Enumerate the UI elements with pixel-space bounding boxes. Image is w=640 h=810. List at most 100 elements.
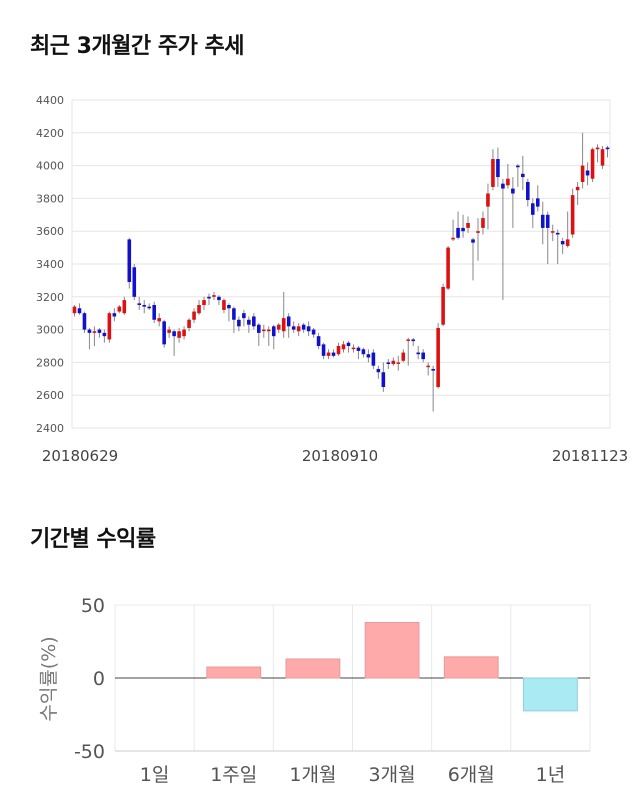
price-candle-body — [530, 203, 535, 215]
price-candle-body — [516, 165, 520, 168]
price-candle-body — [406, 339, 411, 341]
price-candle-body — [207, 296, 211, 299]
price-candle-body — [401, 352, 406, 361]
return-category-label: 6개월 — [448, 764, 495, 786]
candlestick-chart: 2400 2600 2800 3000 3200 3400 3600 3800 4000 4200… — [36, 94, 628, 465]
price-candle-body — [301, 324, 306, 330]
price-candle-body — [132, 267, 137, 297]
price-candle-body — [112, 313, 117, 317]
price-candle-body — [202, 300, 206, 305]
price-candle-body — [376, 368, 381, 373]
price-candle-body — [550, 231, 555, 233]
price-y-tick-label: 3800 — [36, 192, 64, 205]
price-candle-body — [77, 308, 82, 314]
price-candle-body — [471, 239, 475, 243]
price-candle-body — [182, 329, 186, 337]
price-candle-body — [356, 347, 361, 351]
price-candle-body — [316, 336, 321, 346]
price-y-tick-label: 4400 — [36, 94, 64, 107]
price-candle-body — [595, 147, 600, 150]
return-category-label: 1년 — [536, 764, 566, 786]
price-candle-body — [366, 354, 371, 358]
price-candles — [72, 132, 610, 412]
price-grid — [71, 99, 611, 429]
price-candle-body — [276, 324, 281, 330]
price-candle-body — [286, 316, 291, 327]
price-candle-body — [501, 183, 505, 189]
price-candle-body — [127, 239, 132, 283]
price-candle-body — [590, 149, 595, 179]
price-candle-body — [526, 182, 530, 201]
price-x-ticks: 20180629 20180910 20181123 — [42, 447, 628, 465]
price-y-tick-label: 3600 — [36, 225, 64, 238]
price-candle-body — [540, 214, 545, 228]
price-candle-body — [600, 149, 605, 166]
price-candle-body — [486, 193, 490, 207]
price-candle-body — [291, 326, 296, 330]
price-candle-body — [446, 247, 450, 289]
price-candle-body — [177, 331, 181, 338]
price-candle-body — [162, 321, 166, 345]
price-candle-body — [575, 186, 580, 191]
price-candle-body — [555, 232, 560, 235]
price-candle-body — [416, 352, 421, 355]
price-candle-body — [371, 352, 376, 366]
price-candle-body — [117, 306, 122, 312]
price-candle-body — [585, 170, 590, 176]
price-candle-body — [511, 188, 515, 194]
price-candle-body — [271, 326, 276, 337]
price-candle-body — [296, 326, 301, 332]
price-candle-body — [261, 329, 266, 332]
price-candle-body — [476, 231, 480, 233]
price-candle-body — [137, 303, 142, 305]
return-y-tick-label: -50 — [74, 741, 105, 763]
return-bar — [443, 656, 499, 679]
price-candle-body — [311, 329, 316, 335]
price-x-tick-label: 20180629 — [42, 447, 118, 465]
price-candle-body — [560, 241, 565, 245]
price-candle-body — [421, 352, 425, 360]
return-bars — [206, 622, 578, 712]
price-candle-body — [167, 329, 171, 333]
return-category-label: 1일 — [140, 764, 170, 786]
return-bar — [364, 622, 420, 679]
return-bar — [206, 666, 262, 679]
price-candle-body — [212, 295, 216, 297]
price-candle-body — [266, 329, 271, 332]
price-candle-body — [535, 198, 540, 207]
price-x-tick-label: 20181123 — [552, 447, 628, 465]
price-candle-body — [252, 316, 256, 327]
price-candle-body — [506, 178, 510, 186]
price-y-tick-label: 2800 — [36, 356, 64, 369]
price-trend-title: 최근 3개월간 주가 추세 — [30, 34, 244, 59]
price-candle-body — [242, 313, 246, 319]
price-candle-body — [436, 327, 440, 387]
return-bar — [523, 677, 578, 712]
price-candle-body — [92, 331, 97, 333]
price-candle-body — [391, 360, 396, 365]
price-candle-body — [257, 324, 261, 333]
price-y-tick-label: 2600 — [36, 389, 64, 402]
price-candle-body — [456, 227, 460, 238]
price-x-tick-label: 20180910 — [302, 447, 378, 465]
price-candle-body — [461, 227, 465, 232]
price-candle-body — [232, 308, 236, 320]
price-candle-body — [192, 311, 196, 320]
price-candle-body — [351, 347, 356, 350]
price-y-tick-label: 4000 — [36, 160, 64, 173]
price-candle-body — [247, 319, 251, 325]
price-candle-body — [346, 342, 351, 346]
price-candle-body — [466, 223, 470, 228]
price-candle-body — [172, 331, 176, 337]
price-candle-body — [306, 326, 311, 332]
price-candle-body — [321, 344, 326, 356]
price-candle-body — [107, 313, 112, 340]
period-return-title: 기간별 수익률 — [30, 527, 156, 552]
price-candle-body — [82, 313, 87, 330]
price-candle-body — [281, 318, 286, 332]
price-y-tick-label: 4200 — [36, 127, 64, 140]
price-candle-body — [386, 362, 391, 365]
price-candle-body — [545, 214, 550, 228]
return-y-ticks: 50 0 -50 — [74, 595, 105, 763]
